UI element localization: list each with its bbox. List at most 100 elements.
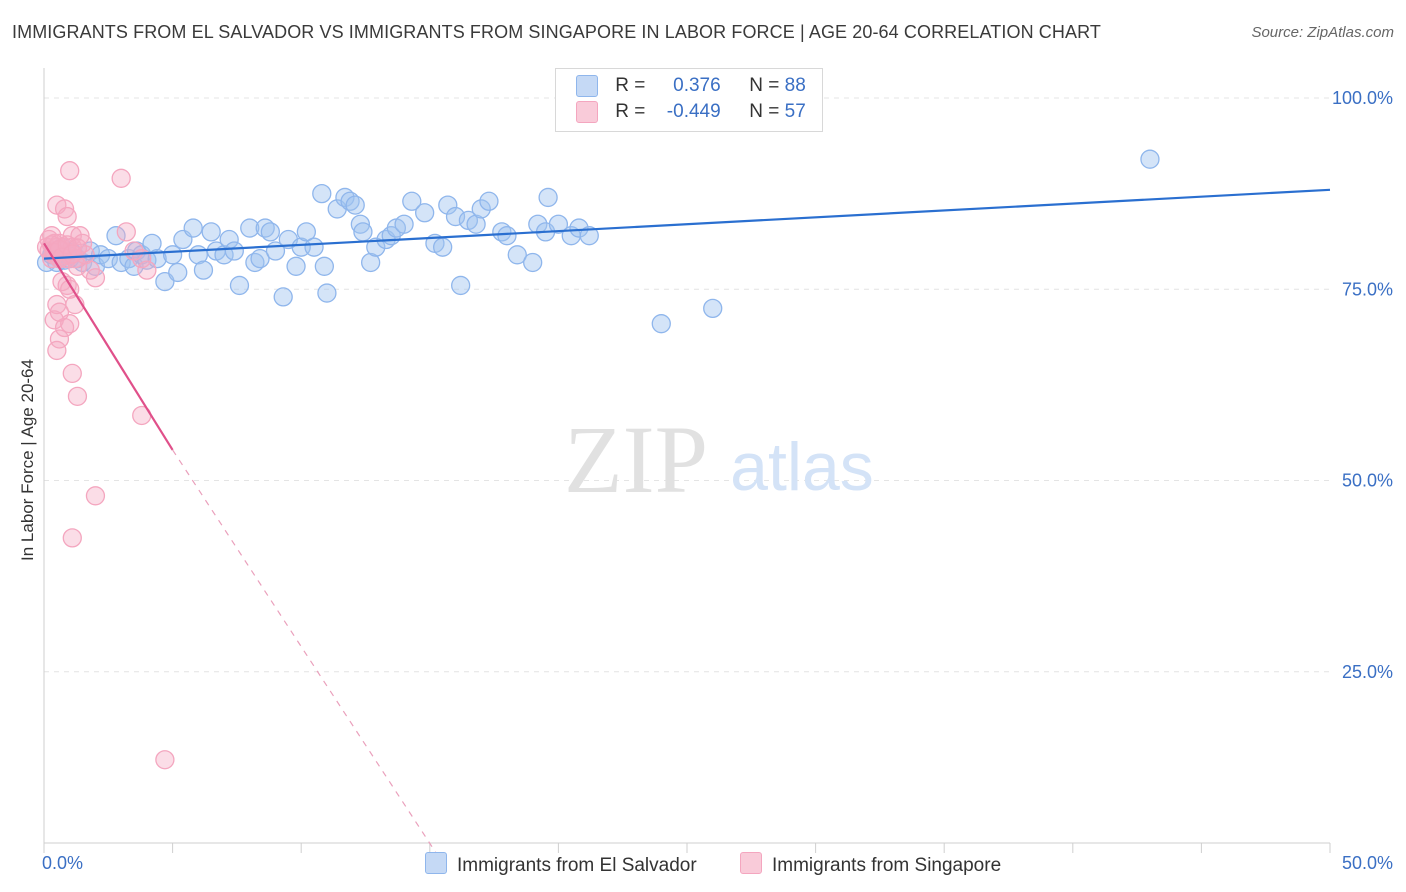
bottom-legend-label: Immigrants from El Salvador xyxy=(457,855,697,876)
data-point xyxy=(250,248,270,269)
data-point xyxy=(229,275,250,296)
legend-r-value: 0.376 xyxy=(673,75,721,97)
data-point xyxy=(471,199,491,219)
bottom-legend-swatch-pink xyxy=(740,852,762,874)
data-point xyxy=(438,195,458,215)
data-point xyxy=(49,302,70,322)
x-tick-label: 50.0% xyxy=(1342,853,1393,873)
data-point xyxy=(366,237,386,257)
data-point xyxy=(451,275,471,296)
trend-lines xyxy=(43,188,1331,864)
legend-row-el-salvador: R = 0.376 N = 88 xyxy=(576,75,806,101)
series-el-salvador xyxy=(36,149,1160,334)
data-point xyxy=(201,222,221,242)
legend-r-value: -0.449 xyxy=(666,101,721,123)
data-point xyxy=(62,244,82,264)
watermark: ZIP atlas xyxy=(564,406,874,513)
data-point xyxy=(183,218,203,238)
x-tick-label: 0.0% xyxy=(42,853,83,873)
watermark-atlas: atlas xyxy=(730,429,874,505)
data-point xyxy=(415,203,435,223)
data-point xyxy=(548,214,569,234)
trend-line-dashed xyxy=(172,449,444,864)
data-point xyxy=(116,222,136,242)
data-point xyxy=(67,386,88,407)
y-axis-label: In Labor Force | Age 20-64 xyxy=(18,359,37,561)
data-point xyxy=(162,245,183,265)
data-point xyxy=(240,218,260,238)
data-point xyxy=(168,262,188,283)
data-point xyxy=(335,187,355,208)
legend-n-value: 57 xyxy=(784,101,806,123)
data-point xyxy=(479,191,499,211)
data-point xyxy=(492,222,512,242)
watermark-zip: ZIP xyxy=(564,406,708,513)
chart-title: IMMIGRANTS FROM EL SALVADOR VS IMMIGRANT… xyxy=(12,22,1101,42)
data-point xyxy=(497,226,517,246)
legend-swatch-blue xyxy=(576,75,598,97)
data-point xyxy=(54,317,75,338)
data-point xyxy=(286,256,306,276)
legend-r-label: R = xyxy=(615,101,646,123)
data-point xyxy=(466,214,486,234)
legend-n-value: 88 xyxy=(784,75,806,97)
data-point xyxy=(523,252,543,273)
data-point xyxy=(124,241,144,261)
data-point xyxy=(579,226,599,246)
stats-legend: R = 0.376 N = 88 R = -0.449 N = 57 xyxy=(555,68,823,132)
y-tick-label: 50.0% xyxy=(1342,471,1393,491)
data-point xyxy=(314,256,334,276)
legend-swatch-pink xyxy=(576,101,598,123)
data-point xyxy=(651,314,671,334)
data-point xyxy=(345,195,365,215)
bottom-legend-singapore: Immigrants from Singapore xyxy=(740,852,1001,877)
data-point xyxy=(402,191,422,211)
data-point xyxy=(433,237,453,257)
data-point xyxy=(255,218,275,238)
grid-lines xyxy=(44,97,1330,673)
bottom-legend-swatch-blue xyxy=(425,852,447,874)
data-point xyxy=(569,218,589,238)
data-point xyxy=(317,283,337,303)
source-label: Source: ZipAtlas.com xyxy=(1251,24,1394,41)
data-point xyxy=(245,252,265,273)
data-point xyxy=(394,214,414,234)
data-point xyxy=(507,245,527,265)
data-point xyxy=(273,287,293,307)
trend-line xyxy=(43,188,1331,260)
data-point xyxy=(67,238,88,258)
data-point xyxy=(296,222,316,242)
data-point xyxy=(106,226,126,246)
data-point xyxy=(353,222,373,242)
data-point xyxy=(155,750,175,770)
legend-n-label: N = xyxy=(749,101,780,123)
legend-n-label: N = xyxy=(749,75,780,97)
bottom-legend-label: Immigrants from Singapore xyxy=(772,855,1002,876)
data-point xyxy=(350,214,371,234)
y-tick-label: 75.0% xyxy=(1342,279,1393,299)
data-point xyxy=(224,241,244,261)
y-tick-label: 100.0% xyxy=(1332,88,1393,108)
tick-labels: 25.0% 50.0% 75.0% 100.0% 0.0% 50.0% xyxy=(42,88,1393,873)
data-point xyxy=(703,298,723,319)
data-point xyxy=(62,528,82,548)
data-point xyxy=(1140,149,1160,169)
legend-r-label: R = xyxy=(615,75,646,97)
bottom-legend-el-salvador: Immigrants from El Salvador xyxy=(425,852,697,877)
trend-line xyxy=(43,242,174,451)
data-point xyxy=(111,168,131,188)
data-point xyxy=(312,183,332,204)
data-point xyxy=(54,199,75,219)
data-point xyxy=(85,486,106,506)
data-point xyxy=(137,260,157,280)
data-point xyxy=(360,252,381,273)
data-point xyxy=(538,187,558,208)
data-point xyxy=(193,260,214,280)
y-tick-label: 25.0% xyxy=(1342,662,1393,682)
data-point xyxy=(62,363,82,384)
axes xyxy=(43,68,1331,853)
data-point xyxy=(60,161,80,181)
data-point xyxy=(340,191,360,211)
legend-row-singapore: R = -0.449 N = 57 xyxy=(576,101,806,127)
